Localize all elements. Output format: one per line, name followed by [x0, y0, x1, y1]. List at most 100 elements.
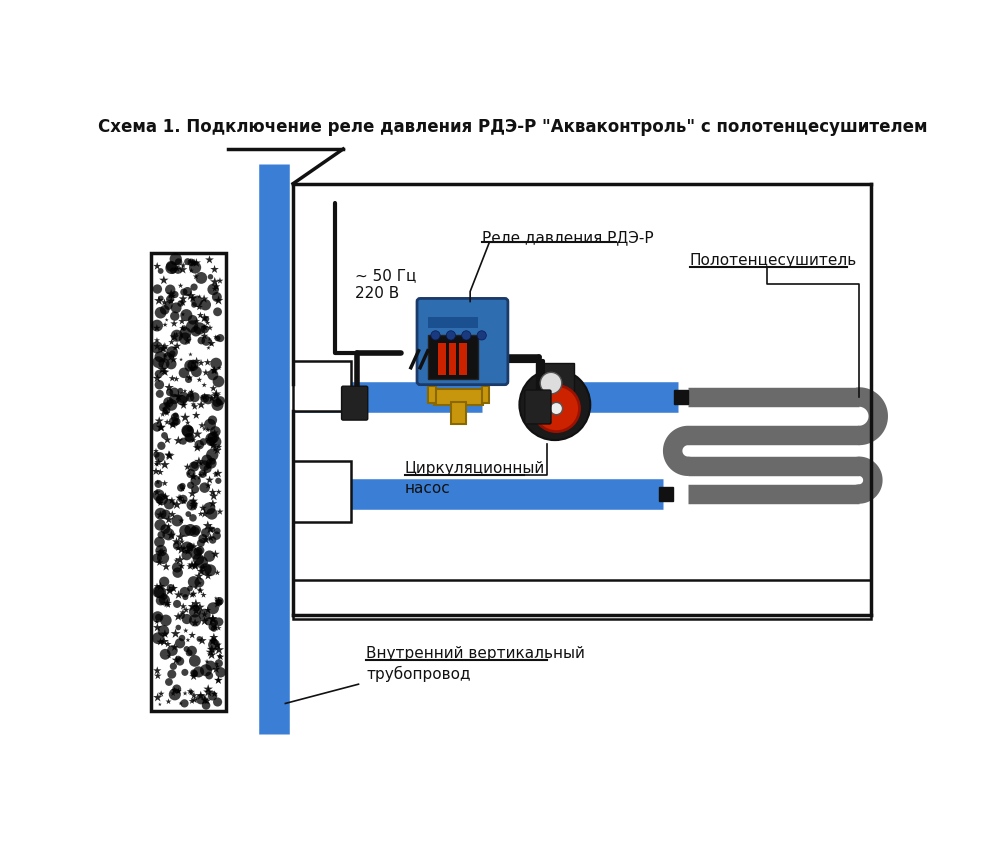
Point: [151, 343, 167, 357]
Point: [182, 523, 198, 536]
Point: [183, 387, 199, 401]
Point: [780, 602, 796, 615]
Point: [201, 253, 217, 267]
Point: [573, 603, 589, 617]
Point: [434, 586, 450, 600]
Point: [151, 493, 167, 506]
Point: [196, 588, 212, 602]
Point: [161, 512, 177, 526]
Point: [203, 659, 219, 673]
Point: [314, 371, 330, 385]
Point: [180, 416, 196, 429]
Point: [173, 279, 189, 292]
Point: [188, 256, 204, 270]
Point: [338, 595, 354, 608]
Point: [179, 541, 195, 554]
Point: [807, 590, 823, 603]
Point: [311, 381, 327, 395]
Point: [205, 602, 221, 615]
Point: [193, 333, 209, 347]
Point: [843, 586, 859, 600]
Point: [182, 541, 198, 554]
Point: [497, 600, 513, 614]
Point: [155, 635, 171, 649]
Point: [852, 581, 868, 595]
Point: [182, 582, 198, 596]
Point: [693, 598, 709, 612]
Point: [152, 496, 168, 510]
Point: [157, 522, 173, 536]
Point: [168, 653, 184, 667]
Point: [150, 669, 166, 683]
Point: [207, 275, 223, 289]
Point: [211, 643, 227, 656]
Point: [170, 434, 186, 447]
Point: [582, 590, 598, 604]
Point: [673, 596, 689, 610]
Point: [659, 592, 675, 606]
Point: [206, 364, 222, 378]
Point: [152, 585, 168, 599]
Point: [780, 587, 796, 601]
Point: [192, 601, 208, 614]
Point: [651, 580, 667, 594]
Point: [311, 500, 327, 513]
Point: [778, 599, 794, 613]
Point: [318, 373, 334, 387]
Point: [313, 596, 329, 609]
Point: [155, 624, 171, 638]
Point: [201, 458, 217, 472]
Point: [184, 628, 200, 642]
Point: [182, 685, 198, 698]
Point: [510, 583, 526, 596]
Point: [202, 563, 218, 577]
Point: [358, 583, 374, 596]
Point: [198, 312, 214, 326]
Point: [153, 528, 169, 542]
Point: [173, 514, 189, 528]
Point: [304, 487, 320, 500]
Point: [153, 421, 169, 434]
Point: [150, 476, 166, 489]
Point: [187, 654, 203, 668]
Point: [820, 591, 836, 605]
Point: [187, 614, 203, 627]
Point: [153, 421, 169, 434]
Point: [741, 602, 757, 616]
Point: [651, 593, 667, 607]
Point: [160, 638, 176, 651]
Point: [153, 264, 169, 278]
Point: [159, 596, 175, 610]
Point: [149, 260, 165, 273]
Point: [394, 600, 410, 614]
Point: [180, 255, 196, 268]
Point: [185, 494, 201, 508]
Point: [639, 589, 655, 602]
Point: [168, 252, 184, 266]
Point: [166, 330, 182, 344]
Point: [182, 359, 198, 373]
Point: [332, 586, 348, 600]
Point: [207, 282, 223, 296]
Point: [645, 583, 661, 596]
Point: [829, 590, 845, 604]
Circle shape: [462, 331, 471, 340]
Point: [207, 426, 223, 440]
Point: [663, 597, 679, 611]
Point: [303, 374, 319, 387]
Point: [186, 280, 202, 294]
Point: [205, 368, 221, 381]
Point: [196, 329, 212, 343]
Point: [379, 588, 395, 602]
Point: [846, 589, 862, 602]
Point: [522, 596, 538, 610]
Point: [454, 595, 470, 608]
Point: [200, 603, 216, 617]
Circle shape: [446, 331, 456, 340]
Point: [195, 560, 211, 574]
Point: [193, 271, 209, 285]
Point: [161, 675, 177, 689]
Point: [309, 387, 325, 400]
Point: [842, 591, 858, 605]
Point: [668, 596, 684, 610]
